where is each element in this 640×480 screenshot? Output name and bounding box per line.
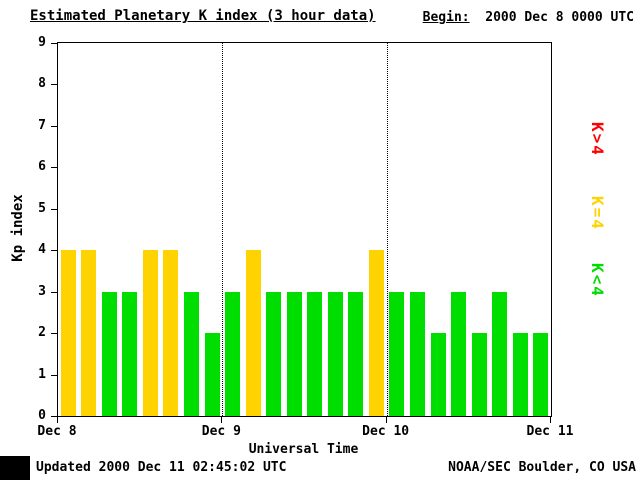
y-axis-tick-label: 3 [38,283,46,299]
y-axis-tick [51,84,57,86]
plot-area [57,42,552,417]
kp-bar [142,250,158,416]
kp-bar [101,291,117,416]
kp-bar [512,333,528,416]
kp-bar [225,291,241,416]
y-axis-tick [51,208,57,210]
kp-bar [307,291,323,416]
kp-bar [348,291,364,416]
kp-bar [122,291,138,416]
x-axis-tick [221,417,223,423]
legend-item-k-equal-4: K=4 [588,196,607,231]
kp-bar [409,291,425,416]
x-axis-tick [385,417,387,423]
kp-bar [389,291,405,416]
y-axis-tick-label: 8 [38,76,46,92]
x-axis-label: Universal Time [248,442,359,457]
kp-bar [60,250,76,416]
y-axis-tick-label: 9 [38,35,46,50]
y-axis-tick-label: 6 [38,159,46,175]
kp-bar [492,291,508,416]
x-axis-tick [57,417,58,423]
kp-bar [163,250,179,416]
x-axis-day-label: Dec 9 [201,424,241,439]
kp-bar [184,291,200,416]
kp-bar [430,333,446,416]
kp-bar [245,250,261,416]
kp-bar [451,291,467,416]
y-axis-tick-label: 5 [38,200,46,216]
y-axis-tick [51,374,57,376]
y-axis-tick [51,250,57,252]
y-axis-tick [51,416,57,417]
y-axis-tick-label: 7 [38,117,46,133]
x-axis-tick [550,417,551,423]
kp-bar [204,333,220,416]
x-axis-day-label: Dec 11 [526,424,574,439]
kp-bar [368,250,384,416]
y-axis-tick-label: 1 [38,366,46,382]
kp-bar [286,291,302,416]
begin-date: 2000 Dec 8 0000 UTC [485,10,634,25]
y-axis-tick [51,167,57,169]
day-boundary-gridline [386,43,388,416]
day-boundary-gridline [222,43,224,416]
begin-label: Begin: [422,10,470,25]
y-axis-tick-label: 4 [38,242,46,258]
kp-bar [81,250,97,416]
kp-bar [266,291,282,416]
x-axis-day-label: Dec 8 [37,424,77,439]
begin-value [470,10,486,25]
x-axis-day-label: Dec 10 [362,424,410,439]
y-axis-tick [51,333,57,335]
kp-bar [327,291,343,416]
kp-bar [533,333,549,416]
begin-time: Begin: 2000 Dec 8 0000 UTC [423,10,634,25]
kp-bar [471,333,487,416]
organization-credit: NOAA/SEC Boulder, CO USA [448,460,636,475]
legend-item-k-above-4: K>4 [588,122,607,157]
y-axis-tick [51,291,57,293]
y-axis-tick-label: 0 [38,408,46,423]
chart-title: Estimated Planetary K index (3 hour data… [30,8,376,24]
legend-item-k-below-4: K<4 [588,263,607,298]
y-axis-tick-label: 2 [38,325,46,341]
y-axis-tick [51,125,57,127]
y-axis-tick [51,43,57,44]
updated-timestamp: Updated 2000 Dec 11 02:45:02 UTC [36,460,287,475]
y-axis-label: Kp index [10,194,26,262]
corner-box [0,456,30,480]
